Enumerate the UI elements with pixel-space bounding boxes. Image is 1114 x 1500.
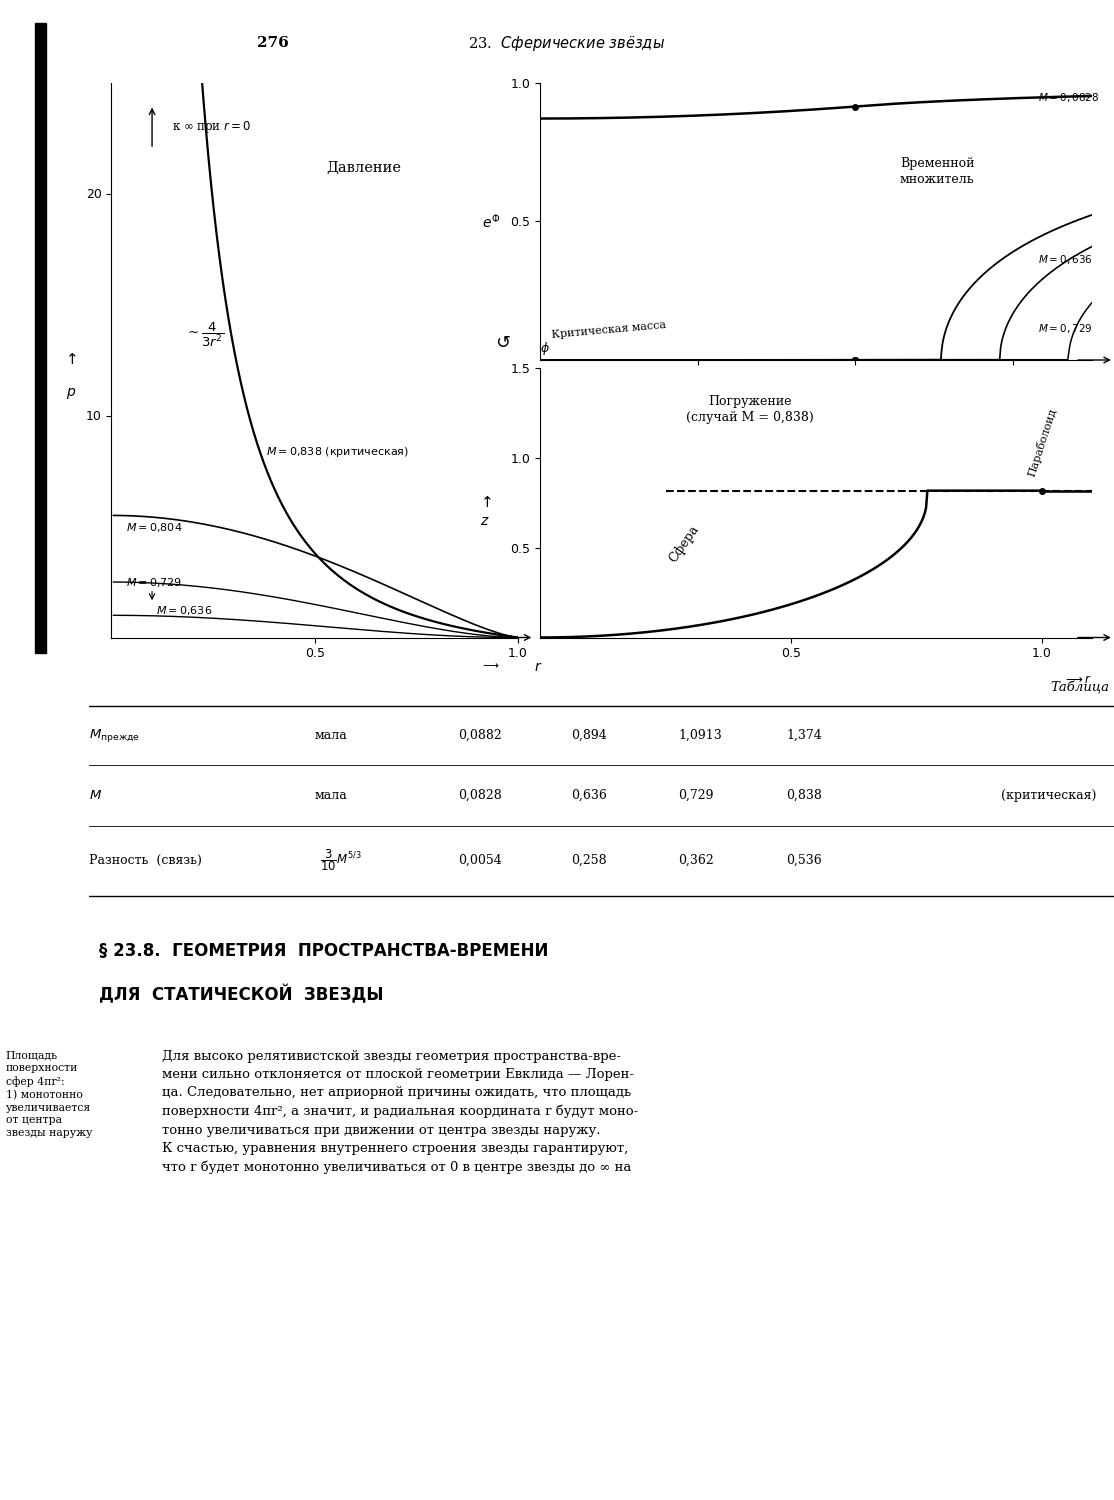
Text: $\mathit{M}=0,636$: $\mathit{M}=0,636$ — [1038, 252, 1093, 266]
Text: $r$: $r$ — [534, 660, 543, 674]
Text: мала: мала — [314, 729, 348, 742]
sphere — [920, 482, 934, 500]
paraboloid — [659, 482, 673, 500]
Text: $\phi$: $\phi$ — [540, 339, 550, 357]
Text: $\longrightarrow$: $\longrightarrow$ — [480, 660, 499, 669]
Text: $M$: $M$ — [89, 789, 102, 802]
paraboloid — [1095, 482, 1108, 500]
Text: $\mathit{M}=0{,}838\ (\text{критическая})$: $\mathit{M}=0{,}838\ (\text{критическая}… — [266, 446, 409, 459]
Text: 1,0913: 1,0913 — [678, 729, 722, 742]
Text: § 23.8.  ГЕОМЕТРИЯ  ПРОСТРАНСТВА-ВРЕМЕНИ: § 23.8. ГЕОМЕТРИЯ ПРОСТРАНСТВА-ВРЕМЕНИ — [99, 942, 549, 960]
paraboloid — [1026, 482, 1039, 500]
Text: $\mathit{M}=0,0828$: $\mathit{M}=0,0828$ — [1038, 92, 1100, 104]
Text: 0,258: 0,258 — [570, 853, 606, 867]
Text: Таблица: Таблица — [1049, 681, 1108, 694]
Text: Площадь
поверхности
сфер 4πr²:
1) монотонно
увеличивается
от центра
звезды наруж: Площадь поверхности сфер 4πr²: 1) моното… — [6, 1050, 92, 1138]
Text: мала: мала — [314, 789, 348, 802]
Text: Сфера: Сфера — [666, 522, 701, 566]
Text: $p$: $p$ — [66, 386, 76, 400]
sphere — [595, 627, 608, 645]
sphere — [534, 628, 547, 646]
Text: $\mathit{M}=0{,}729$: $\mathit{M}=0{,}729$ — [126, 576, 182, 590]
sphere — [732, 609, 745, 627]
Text: $e^\Phi$: $e^\Phi$ — [481, 211, 500, 231]
sphere — [1035, 482, 1048, 500]
Text: Временной
множитель: Временной множитель — [900, 158, 975, 186]
Bar — [35, 22, 47, 652]
Text: 0,0882: 0,0882 — [458, 729, 501, 742]
Text: Разность  (связь): Разность (связь) — [89, 853, 202, 867]
paraboloid — [919, 482, 932, 500]
sphere — [898, 536, 911, 554]
Text: $\mathit{M}=0{,}636$: $\mathit{M}=0{,}636$ — [156, 604, 213, 616]
Text: 0,536: 0,536 — [786, 853, 822, 867]
Text: 0,636: 0,636 — [570, 789, 607, 802]
Text: $M_{\rm прежде}$: $M_{\rm прежде}$ — [89, 728, 140, 744]
Text: $\mathit{M}=0,838$: $\mathit{M}=0,838$ — [1038, 414, 1093, 428]
Text: 0,894: 0,894 — [570, 729, 606, 742]
Text: 0,362: 0,362 — [678, 853, 714, 867]
Text: 1,374: 1,374 — [786, 729, 822, 742]
paraboloid — [917, 482, 930, 500]
sphere — [849, 570, 862, 588]
Text: $\uparrow$: $\uparrow$ — [63, 352, 78, 368]
Text: $\mathit{M}=0{,}804$: $\mathit{M}=0{,}804$ — [126, 520, 182, 534]
Text: $\longrightarrow r$: $\longrightarrow r$ — [1063, 672, 1092, 686]
Text: 23.  $\mathit{Сферические\ звёзды}$: 23. $\mathit{Сферические\ звёзды}$ — [468, 33, 665, 53]
Text: 276: 276 — [257, 36, 289, 50]
Text: $\sim\dfrac{4}{3r^2}$: $\sim\dfrac{4}{3r^2}$ — [185, 321, 225, 350]
Text: 0,0054: 0,0054 — [458, 853, 501, 867]
Text: 0,0828: 0,0828 — [458, 789, 501, 802]
Text: $\dfrac{3}{10}M^{5/3}$: $\dfrac{3}{10}M^{5/3}$ — [320, 847, 362, 873]
paraboloid — [1054, 482, 1067, 500]
paraboloid — [661, 482, 674, 500]
Text: 0,838: 0,838 — [786, 789, 822, 802]
Line: sphere: sphere — [540, 490, 1042, 638]
Text: Параболоид: Параболоид — [1026, 406, 1058, 477]
Text: $z$: $z$ — [480, 514, 490, 528]
Text: $\longrightarrow r$: $\longrightarrow r$ — [1063, 388, 1092, 400]
Text: $\uparrow$: $\uparrow$ — [478, 495, 492, 510]
Text: к $\infty$ при $r=0$: к $\infty$ при $r=0$ — [173, 118, 252, 135]
Text: Для высоко релятивистской звезды геометрия пространства-вре-
мени сильно отклоня: Для высоко релятивистской звезды геометр… — [162, 1050, 638, 1173]
Text: (критическая): (критическая) — [1001, 789, 1096, 802]
sphere — [697, 615, 711, 633]
Text: Критическая масса: Критическая масса — [551, 320, 667, 340]
Text: Погружение
(случай M = 0,838): Погружение (случай M = 0,838) — [686, 394, 813, 423]
Text: Давление: Давление — [326, 160, 401, 174]
Text: 0,729: 0,729 — [678, 789, 714, 802]
Text: ДЛЯ  СТАТИЧЕСКОЙ  ЗВЕЗДЫ: ДЛЯ СТАТИЧЕСКОЙ ЗВЕЗДЫ — [99, 986, 384, 1005]
paraboloid — [926, 482, 939, 500]
sphere — [896, 538, 909, 556]
Text: $\circlearrowleft$: $\circlearrowleft$ — [492, 333, 511, 351]
Text: $\mathit{M}=0,729$: $\mathit{M}=0,729$ — [1038, 322, 1093, 334]
